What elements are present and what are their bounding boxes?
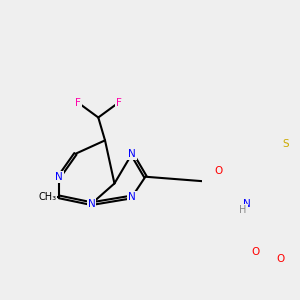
Text: CH₃: CH₃ — [38, 192, 56, 202]
Text: F: F — [75, 98, 81, 108]
Text: O: O — [276, 254, 284, 264]
Text: F: F — [116, 98, 122, 108]
Text: O: O — [252, 247, 260, 257]
Text: N: N — [128, 149, 136, 159]
Text: N: N — [88, 199, 95, 209]
Text: N: N — [242, 199, 250, 209]
Text: H: H — [239, 206, 247, 215]
Text: N: N — [128, 192, 136, 202]
Text: O: O — [214, 166, 222, 176]
Text: N: N — [56, 172, 63, 182]
Text: S: S — [282, 140, 289, 149]
